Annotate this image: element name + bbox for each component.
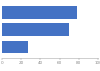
Bar bbox=[2, 6, 77, 19]
Bar bbox=[2, 23, 69, 36]
Bar bbox=[2, 41, 28, 53]
